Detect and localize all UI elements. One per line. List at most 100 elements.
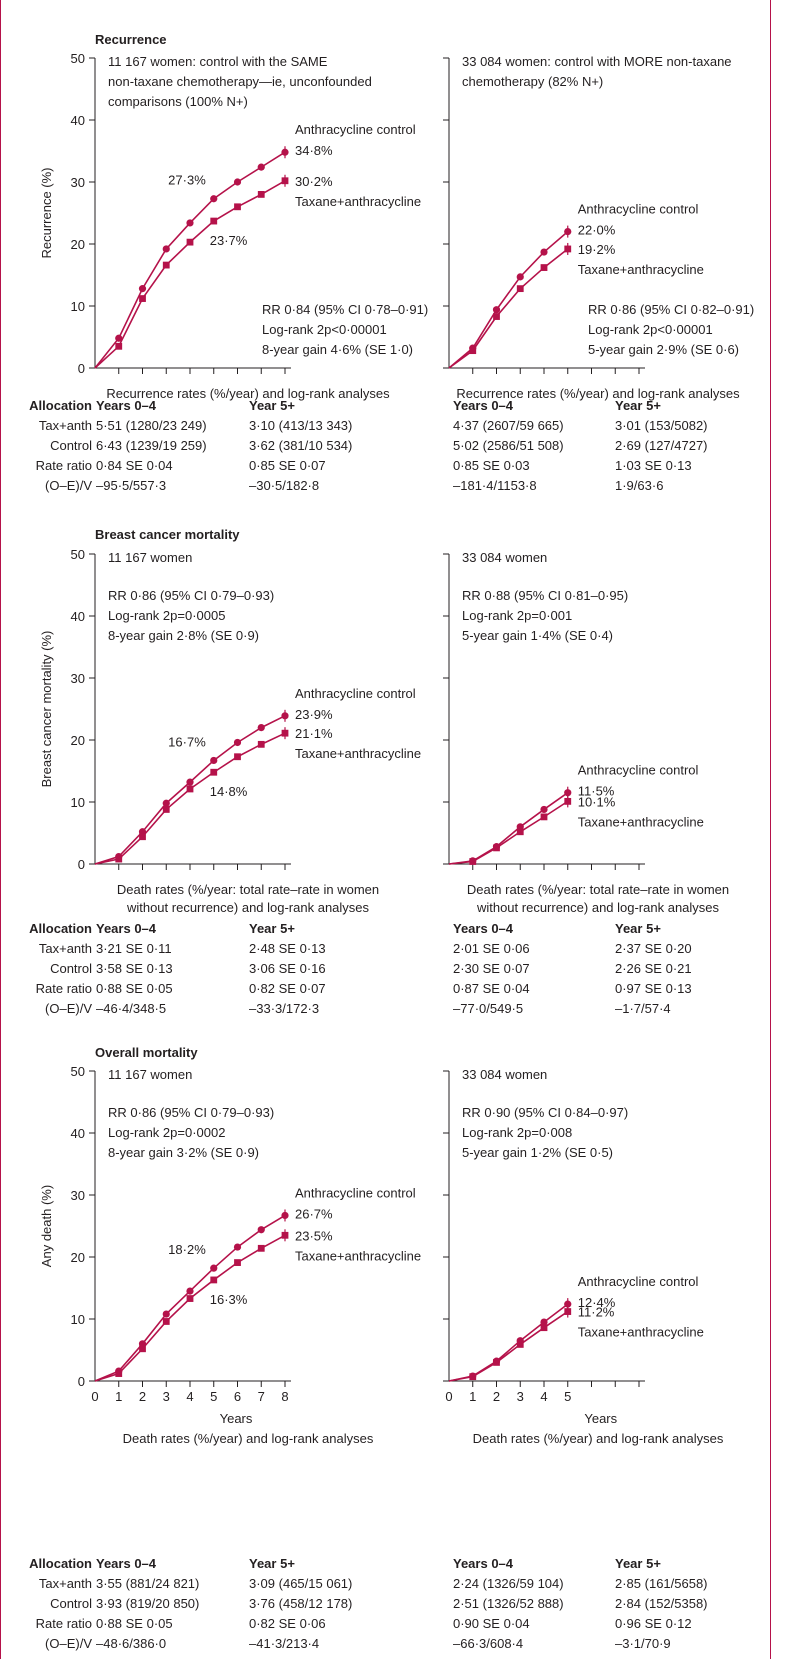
y-tick-label: 0 [78,857,85,872]
y-tick-label: 30 [71,175,85,190]
x-axis-title: Years [220,1411,253,1426]
taxane-point [469,1373,477,1381]
stat-line: Log-rank 2p=0·008 [462,1125,572,1140]
series-group-left: Anthracycline control 34·8% 30·2% Taxane+an… [94,122,421,369]
y-tick-label: 30 [71,671,85,686]
taxane-point [469,858,477,865]
panel-title: Recurrence [95,32,167,47]
taxane-point [186,238,194,246]
subgroup-heading: 11 167 women [108,550,192,565]
taxane-point [540,813,548,821]
control-point [540,1318,548,1326]
table-bc-mortality-left: Allocation Years 0–4 Year 5+ Tax+anth 3·21 … [29,921,326,1016]
stat-line: 8-year gain 3·2% (SE 0·9) [108,1145,259,1160]
x-axis-caption: Death rates (%/year: total rate–rate in … [117,882,379,897]
stat-line: 5-year gain 1·4% (SE 0·4) [462,628,613,643]
series-name-label: Taxane+anthracycline [578,262,704,277]
x-axis-title: Years [584,1411,617,1426]
panel-breast-cancer-mortality: Breast cancer mortality Breast cancer mor… [39,527,729,915]
taxane-point [139,295,146,302]
end-value-label: 10·1% [578,794,616,809]
x-tick-label: 0 [91,1389,98,1404]
stat-line: RR 0·86 (95% CI 0·79–0·93) [108,588,274,603]
x-tick-label: 6 [234,1389,241,1404]
x-tick-label: 1 [469,1389,476,1404]
taxane-point [516,1341,524,1348]
table-recurrence-left: Allocation Years 0–4 Year 5+ Tax+anth 5·51 … [29,398,353,493]
y-tick-label: 50 [71,51,85,66]
x-tick-label: 4 [540,1389,547,1404]
control-point [115,334,123,342]
taxane-point [234,753,241,761]
y-tick-label: 0 [78,1374,85,1389]
x-axis-caption: Death rates (%/year) and log-rank analys… [123,1431,374,1446]
x-axis-caption: Recurrence rates (%/year) and log-rank a… [106,386,390,401]
taxane-point [234,203,241,211]
y-tick-label: 50 [71,1064,85,1079]
subgroup-heading: 33 084 women [462,550,547,565]
stat-line: 8-year gain 4·6% (SE 1·0) [262,342,413,357]
midpoint-label: 16·3% [210,1292,248,1307]
table-bc-mortality-right: Years 0–4 Year 5+ 2·01 SE 0·06 2·37 SE 0·2… [453,921,692,1016]
taxane-point [162,806,170,813]
series-name-label: Anthracycline control [295,1185,416,1200]
y-tick-label: 10 [71,1312,85,1327]
x-tick-label: 8 [281,1389,288,1404]
taxane-point [257,1244,265,1252]
stat-line: 5-year gain 1·2% (SE 0·5) [462,1145,613,1160]
midpoint-label: 23·7% [210,233,248,248]
stat-line: Log-rank 2p=0·0005 [108,608,225,623]
control-line [448,230,569,369]
control-point [162,245,170,253]
panel-title: Breast cancer mortality [95,527,240,542]
table-overall-mortality-right: Years 0–4 Year 5+ 2·24 (1326/59 104) 2·85 … [453,1556,708,1651]
taxane-point [115,855,123,863]
y-tick-label: 10 [71,795,85,810]
subgroup-heading: 33 084 women [462,1067,547,1082]
x-tick-label: 3 [517,1389,524,1404]
y-axis-label: Any death (%) [39,1185,54,1267]
taxane-point [257,740,265,748]
x-tick-label: 5 [564,1389,571,1404]
control-point [540,805,548,814]
y-tick-label: 50 [71,547,85,562]
stat-line: Log-rank 2p<0·00001 [262,322,387,337]
midpoint-label: 16·7% [168,734,206,749]
control-point [162,1310,170,1318]
series-group-right: Anthracycline control 11·5%10·1% Taxane+an… [448,763,704,865]
y-axis-label: Recurrence (%) [39,167,54,258]
series-name-label: Anthracycline control [578,202,699,217]
x-tick-label: 3 [163,1389,170,1404]
end-value-label: 19·2% [578,242,616,257]
control-point [186,1287,194,1295]
taxane-point [540,264,548,271]
taxane-point [234,1259,241,1266]
y-tick-label: 10 [71,299,85,314]
taxane-point [210,217,218,225]
stat-line: Log-rank 2p=0·001 [462,608,572,623]
end-value-label: 22·0% [578,223,616,238]
control-point [492,306,501,314]
taxane-point [516,285,524,293]
series-name-label: Taxane+anthracycline [295,746,421,761]
taxane-point [186,785,194,793]
control-point [210,756,218,765]
taxane-point [210,1276,218,1284]
control-point [540,248,548,256]
x-tick-label: 2 [139,1389,146,1404]
series-name-label: Anthracycline control [578,763,699,778]
x-axis-caption: Death rates (%/year) and log-rank analys… [473,1431,724,1446]
midpoint-label: 14·8% [210,784,248,799]
subgroup-heading: chemotherapy (82% N+) [462,74,603,89]
stat-line: Log-rank 2p<0·00001 [588,322,713,337]
control-line [448,792,569,865]
control-point [233,738,242,747]
control-point [162,799,170,807]
end-value-label: 23·9% [295,707,333,722]
y-axis-label: Breast cancer mortality (%) [39,631,54,788]
end-value-label: 11·2% [578,1305,615,1320]
stat-line: RR 0·86 (95% CI 0·82–0·91) [588,302,754,317]
end-value-label: 34·8% [295,143,333,158]
